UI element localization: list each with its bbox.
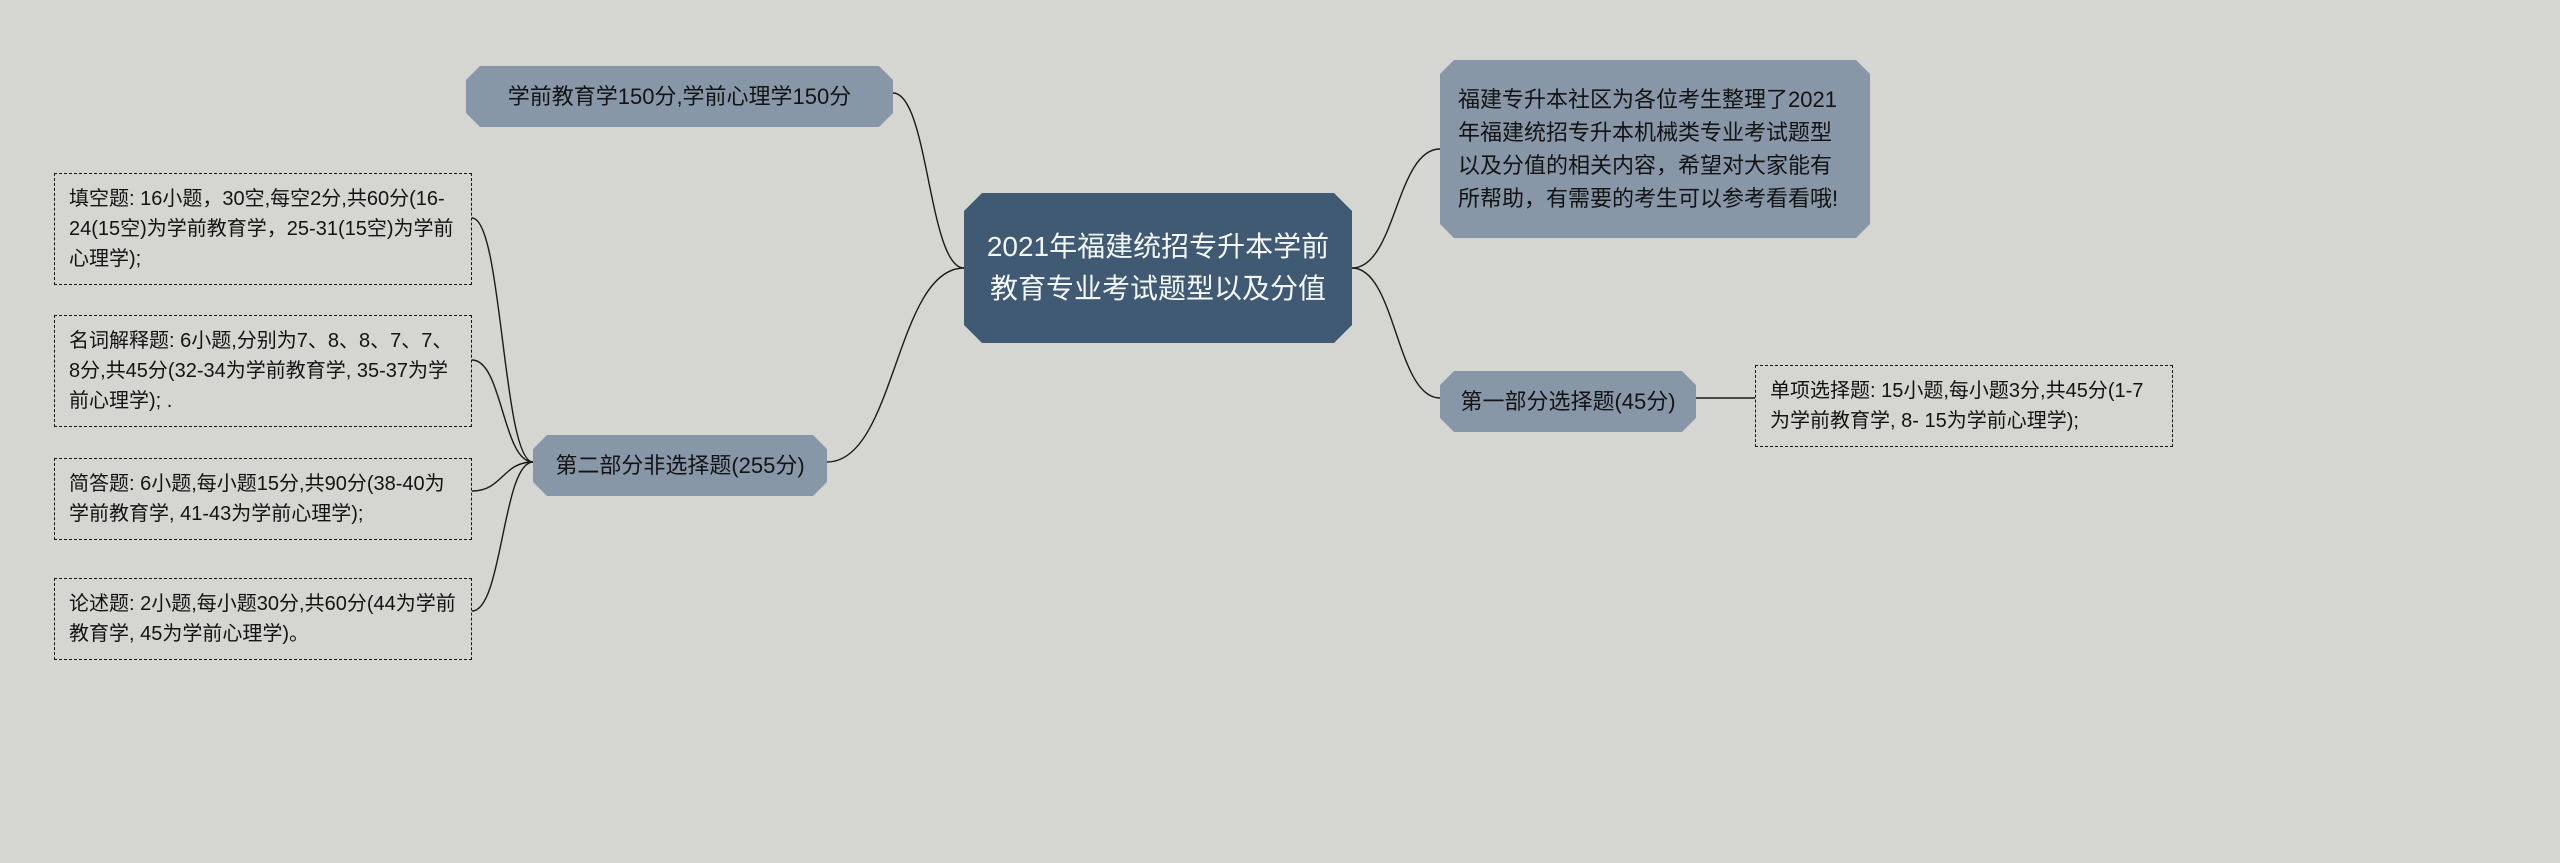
right-branch-intro: 福建专升本社区为各位考生整理了2021年福建统招专升本机械类专业考试题型以及分值…	[1440, 60, 1870, 238]
leaf-fill-label: 填空题: 16小题，30空,每空2分,共60分(16-24(15空)为学前教育学…	[69, 184, 457, 274]
leaf-fill: 填空题: 16小题，30空,每空2分,共60分(16-24(15空)为学前教育学…	[54, 173, 472, 285]
leaf-single-label: 单项选择题: 15小题,每小题3分,共45分(1-7为学前教育学, 8- 15为…	[1770, 376, 2158, 436]
central-node: 2021年福建统招专升本学前教育专业考试题型以及分值	[964, 193, 1352, 343]
left-branch-scores: 学前教育学150分,学前心理学150分	[466, 66, 893, 127]
leaf-terms: 名词解释题: 6小题,分别为7、8、8、7、7、8分,共45分(32-34为学前…	[54, 315, 472, 427]
mindmap-canvas: 2021年福建统招专升本学前教育专业考试题型以及分值 学前教育学150分,学前心理…	[0, 0, 2560, 863]
left-branch-part2-label: 第二部分非选择题(255分)	[555, 449, 804, 482]
right-branch-intro-label: 福建专升本社区为各位考生整理了2021年福建统招专升本机械类专业考试题型以及分值…	[1458, 83, 1852, 215]
leaf-terms-label: 名词解释题: 6小题,分别为7、8、8、7、7、8分,共45分(32-34为学前…	[69, 326, 457, 416]
leaf-single: 单项选择题: 15小题,每小题3分,共45分(1-7为学前教育学, 8- 15为…	[1755, 365, 2173, 447]
leaf-essay-label: 论述题: 2小题,每小题30分,共60分(44为学前教育学, 45为学前心理学)…	[69, 589, 457, 649]
connectors-layer	[0, 0, 2560, 863]
leaf-short-label: 简答题: 6小题,每小题15分,共90分(38-40为学前教育学, 41-43为…	[69, 469, 457, 529]
right-branch-part1: 第一部分选择题(45分)	[1440, 371, 1696, 432]
left-branch-part2: 第二部分非选择题(255分)	[533, 435, 827, 496]
leaf-short: 简答题: 6小题,每小题15分,共90分(38-40为学前教育学, 41-43为…	[54, 458, 472, 540]
central-node-label: 2021年福建统招专升本学前教育专业考试题型以及分值	[984, 226, 1332, 310]
leaf-essay: 论述题: 2小题,每小题30分,共60分(44为学前教育学, 45为学前心理学)…	[54, 578, 472, 660]
right-branch-part1-label: 第一部分选择题(45分)	[1460, 385, 1675, 418]
left-branch-scores-label: 学前教育学150分,学前心理学150分	[508, 80, 852, 113]
